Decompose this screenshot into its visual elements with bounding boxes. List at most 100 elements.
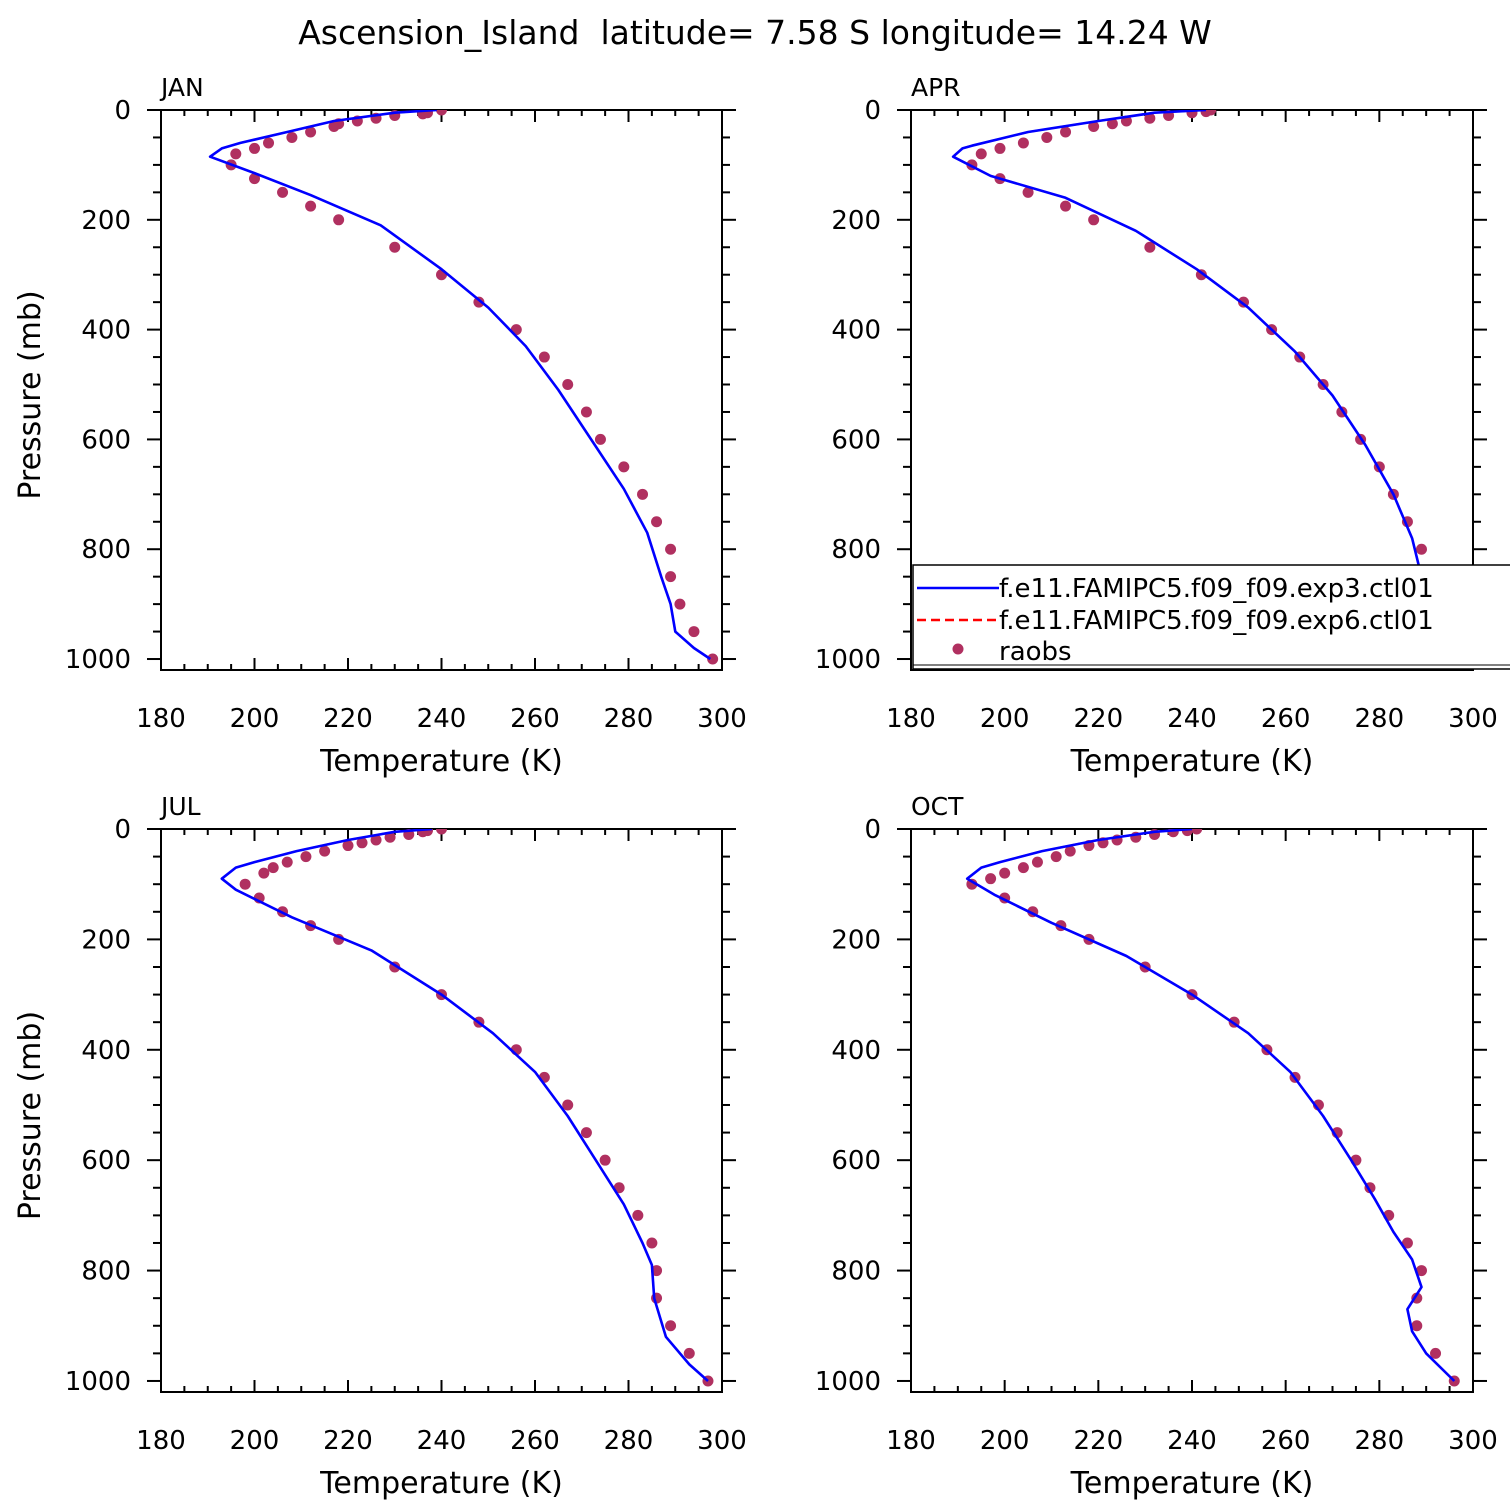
x-axis-label: Temperature (K) — [1070, 1466, 1314, 1501]
legend-raobs-marker — [952, 643, 964, 655]
raobs-point — [1022, 186, 1034, 198]
series-group — [220, 829, 714, 1387]
y-axis-label: Pressure (mb) — [13, 1011, 48, 1220]
legend: f.e11.FAMIPC5.f09_f09.exp3.ctl01f.e11.FA… — [912, 564, 1510, 670]
raobs-point — [1415, 1265, 1427, 1277]
y-tick-label: 1000 — [65, 1367, 131, 1397]
raobs-point — [1041, 131, 1053, 143]
raobs-point — [1106, 118, 1118, 130]
y-tick-label: 600 — [81, 425, 131, 455]
x-tick-label: 260 — [510, 704, 560, 734]
exp3-line — [208, 110, 712, 661]
raobs-point — [599, 1154, 611, 1166]
x-axis-label: Temperature (K) — [319, 1466, 563, 1501]
x-tick-label: 280 — [1355, 1426, 1405, 1456]
raobs-point — [580, 1127, 592, 1139]
raobs-point — [436, 829, 447, 835]
y-tick-label: 200 — [831, 206, 881, 236]
panel-month-label: JAN — [159, 73, 204, 102]
x-tick-label: 260 — [1261, 704, 1311, 734]
x-tick-label: 220 — [1074, 704, 1124, 734]
y-tick-label: 400 — [81, 1036, 131, 1066]
raobs-point — [985, 873, 997, 885]
raobs-point — [277, 186, 289, 198]
x-tick-label: 280 — [604, 704, 654, 734]
y-axis-label: Pressure (mb) — [13, 290, 48, 499]
raobs-point — [562, 379, 574, 391]
exp3-line — [220, 829, 709, 1382]
raobs-point — [1060, 200, 1072, 212]
y-tick-label: 0 — [114, 815, 131, 845]
raobs-point — [239, 878, 251, 890]
y-tick-label: 1000 — [815, 1367, 881, 1397]
raobs-point — [249, 173, 260, 185]
y-tick-label: 800 — [81, 1257, 131, 1287]
raobs-point — [436, 110, 447, 116]
raobs-point — [1415, 543, 1427, 555]
y-tick-label: 0 — [864, 96, 881, 126]
raobs-point — [562, 1099, 574, 1111]
series-group — [965, 829, 1460, 1387]
raobs-point — [319, 845, 331, 857]
raobs-point — [473, 296, 485, 308]
x-tick-label: 260 — [510, 1426, 560, 1456]
raobs-point — [1017, 862, 1029, 874]
x-tick-label: 240 — [417, 704, 467, 734]
y-tick-label: 200 — [831, 925, 881, 955]
raobs-point — [632, 1209, 644, 1221]
x-tick-label: 240 — [1167, 704, 1217, 734]
raobs-point — [286, 131, 298, 143]
x-tick-label: 180 — [136, 1426, 186, 1456]
y-tick-label: 200 — [81, 206, 131, 236]
legend-box — [912, 564, 1510, 670]
y-tick-label: 0 — [114, 96, 131, 126]
raobs-point — [333, 214, 345, 226]
raobs-point — [281, 856, 293, 868]
y-tick-label: 400 — [831, 316, 881, 346]
raobs-point — [342, 840, 354, 852]
raobs-point — [300, 851, 312, 863]
raobs-point — [1050, 851, 1062, 863]
raobs-point — [1088, 120, 1100, 132]
y-tick-label: 0 — [864, 815, 881, 845]
panel-month-label: OCT — [911, 792, 964, 821]
raobs-point — [1031, 856, 1043, 868]
x-tick-label: 280 — [604, 1426, 654, 1456]
y-tick-label: 400 — [831, 1036, 881, 1066]
y-tick-label: 600 — [831, 1146, 881, 1176]
panel-apr: 180 200 220 240 260 280 300 0 200 400 600 800 1000 AP… — [815, 73, 1498, 779]
x-tick-label: 300 — [697, 704, 747, 734]
raobs-point — [994, 142, 1006, 154]
raobs-point — [356, 837, 368, 849]
x-tick-label: 300 — [1448, 704, 1498, 734]
raobs-point — [267, 862, 279, 874]
raobs-point — [258, 867, 270, 879]
panel-month-label: APR — [911, 73, 961, 102]
raobs-point — [1017, 137, 1029, 149]
x-tick-label: 220 — [323, 704, 373, 734]
x-tick-label: 240 — [417, 1426, 467, 1456]
raobs-point — [674, 598, 686, 610]
raobs-point — [665, 543, 677, 555]
x-tick-label: 300 — [1448, 1426, 1498, 1456]
x-tick-label: 300 — [697, 1426, 747, 1456]
panel-jan: 180 200 220 240 260 280 300 0 200 400 600 800 1000 JA… — [13, 73, 747, 779]
raobs-point — [305, 200, 317, 212]
raobs-point — [1186, 110, 1198, 119]
raobs-point — [1200, 110, 1212, 118]
raobs-point — [1144, 112, 1156, 124]
panel-oct: 180 200 220 240 260 280 300 0 200 400 600 800 1000 OC… — [815, 792, 1498, 1501]
x-tick-label: 260 — [1261, 1426, 1311, 1456]
raobs-point — [417, 829, 429, 838]
raobs-point — [665, 1320, 677, 1332]
y-tick-label: 200 — [81, 925, 131, 955]
x-tick-label: 220 — [323, 1426, 373, 1456]
raobs-point — [683, 1347, 695, 1359]
y-tick-label: 800 — [831, 535, 881, 565]
raobs-point — [651, 516, 663, 528]
raobs-point — [665, 571, 677, 583]
y-tick-label: 800 — [831, 1257, 881, 1287]
raobs-point — [999, 867, 1011, 879]
plot-frame — [160, 828, 723, 1393]
x-axis-label: Temperature (K) — [1070, 744, 1314, 779]
